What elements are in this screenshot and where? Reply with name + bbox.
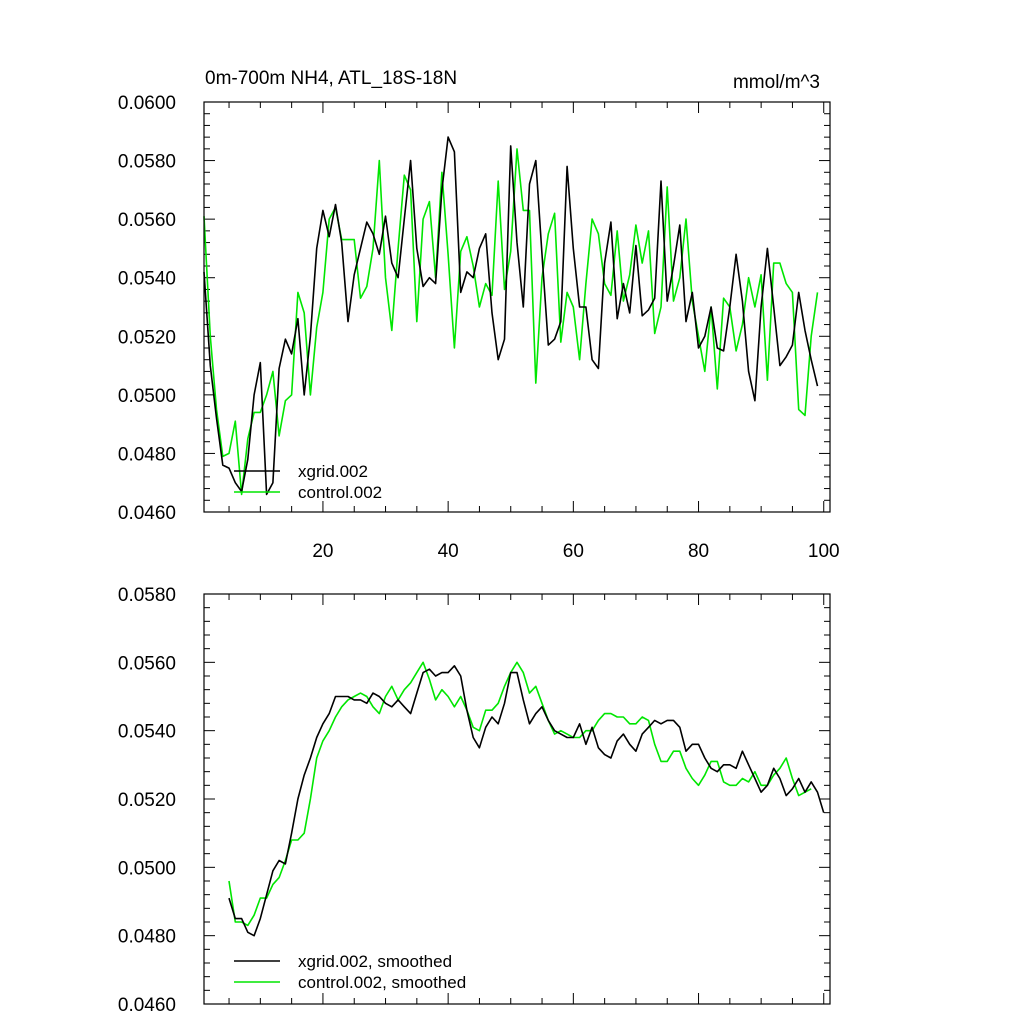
y-tick-label: 0.0580 <box>118 152 176 173</box>
x-tick-label: 60 <box>563 541 584 562</box>
top-plot-frame <box>203 101 831 513</box>
x-tick-label: 80 <box>688 541 709 562</box>
bottom-axis-labels: 0.0460 0.0480 0.0500 0.0520 0.0540 0.0560 0.05… <box>118 585 176 1016</box>
y-tick-label: 0.0500 <box>118 386 176 407</box>
y-tick-label: 0.0540 <box>118 722 176 743</box>
series-line-control-002-smoothed <box>228 661 812 927</box>
y-tick-label: 0.0460 <box>118 995 176 1016</box>
series-line-xgrid-002 <box>203 136 819 496</box>
bottom-legend: xgrid.002, smoothed control.002, smoothe… <box>234 952 466 992</box>
x-tick-label: 40 <box>438 541 459 562</box>
legend-label-control: control.002 <box>298 483 382 502</box>
units-label: mmol/m^3 <box>733 72 820 93</box>
top-axis-labels: 0.0460 0.0480 0.0500 0.0520 0.0540 0.0560 0.05… <box>118 93 840 562</box>
y-tick-label: 0.0560 <box>118 653 176 674</box>
top-legend: xgrid.002 control.002 <box>234 462 382 502</box>
legend-label-xgrid: xgrid.002 <box>298 462 368 481</box>
legend-label-xgrid-smoothed: xgrid.002, smoothed <box>298 952 452 971</box>
y-tick-label: 0.0480 <box>118 927 176 948</box>
y-tick-label: 0.0600 <box>118 93 176 114</box>
series-line-control-002 <box>203 148 819 496</box>
bottom-axis-ticks <box>204 593 830 1005</box>
y-tick-label: 0.0460 <box>118 503 176 524</box>
x-tick-label: 100 <box>808 541 840 562</box>
y-tick-label: 0.0520 <box>118 790 176 811</box>
chart-title: 0m-700m NH4, ATL_18S-18N <box>205 68 457 89</box>
y-tick-label: 0.0560 <box>118 210 176 231</box>
y-tick-label: 0.0520 <box>118 327 176 348</box>
bottom-plot-frame <box>203 593 831 1005</box>
series-line-xgrid-002-smoothed <box>228 664 825 937</box>
bottom-panel: 0.0460 0.0480 0.0500 0.0520 0.0540 0.0560 0.05… <box>118 585 831 1016</box>
y-tick-label: 0.0480 <box>118 444 176 465</box>
legend-label-control-smoothed: control.002, smoothed <box>298 973 466 992</box>
y-tick-label: 0.0540 <box>118 269 176 290</box>
x-tick-label: 20 <box>312 541 333 562</box>
y-tick-label: 0.0500 <box>118 858 176 879</box>
top-series-group <box>203 136 819 496</box>
top-axis-ticks <box>204 101 830 513</box>
top-panel: 0m-700m NH4, ATL_18S-18N mmol/m^3 0.0460… <box>118 68 840 562</box>
y-tick-label: 0.0580 <box>118 585 176 606</box>
bottom-series-group <box>228 661 825 937</box>
